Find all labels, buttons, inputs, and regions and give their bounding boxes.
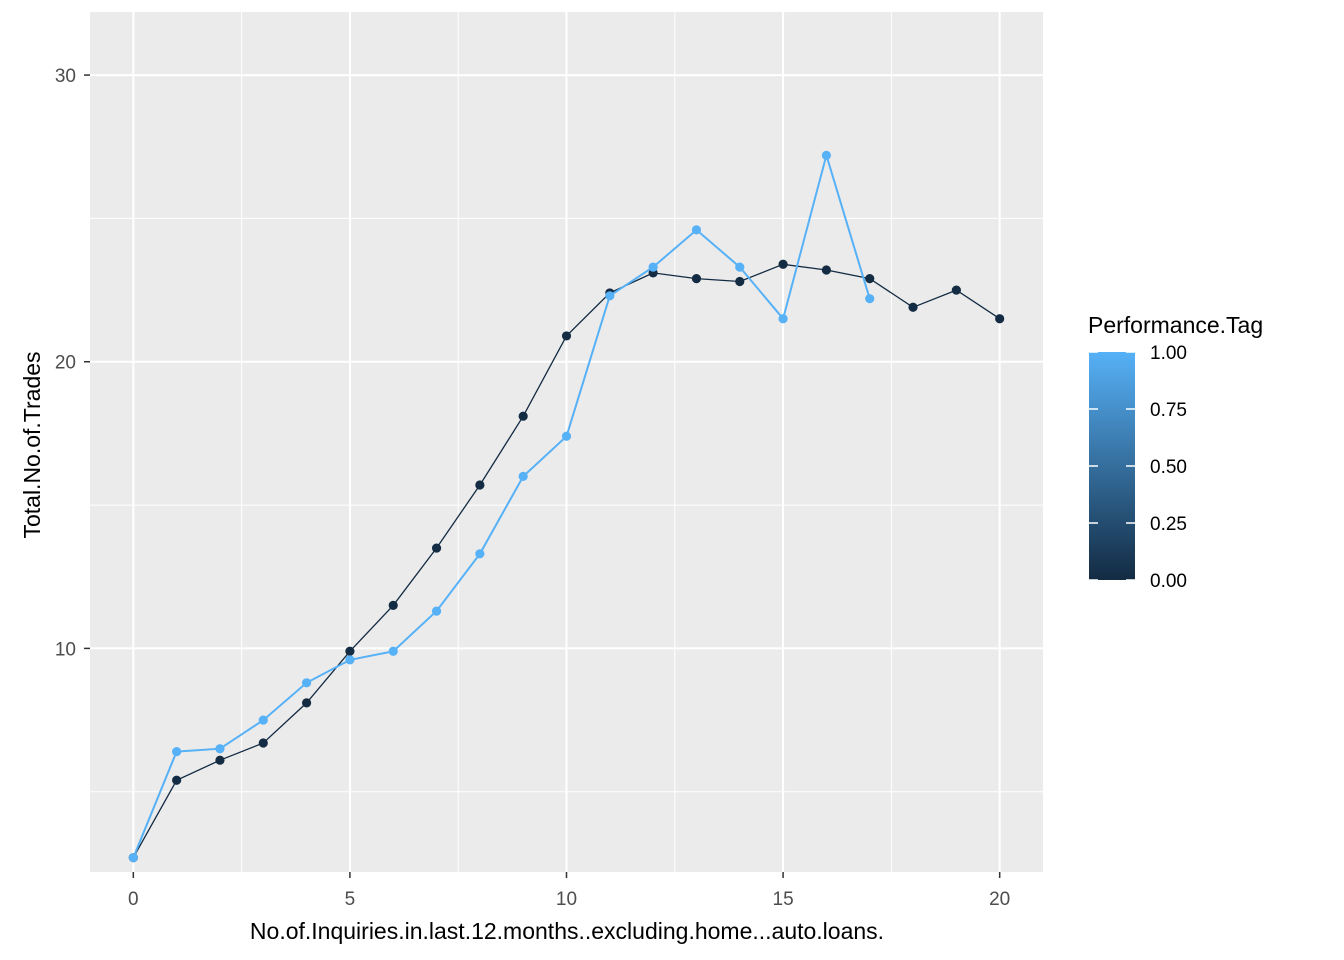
- data-point: [388, 646, 398, 656]
- data-point: [345, 646, 355, 656]
- data-point: [735, 262, 745, 272]
- data-point: [431, 606, 442, 616]
- data-point: [301, 678, 312, 688]
- data-point: [431, 543, 442, 553]
- x-tick-label: 10: [556, 889, 577, 910]
- data-point: [691, 274, 702, 284]
- y-tick-label: 20: [55, 353, 76, 374]
- axis-ticks: [84, 74, 1001, 878]
- data-point: [561, 431, 572, 441]
- legend-label: 0.50: [1150, 457, 1187, 478]
- data-point: [215, 755, 225, 765]
- y-tick-labels: 10 20 30: [55, 66, 76, 660]
- data-point: [518, 411, 528, 421]
- data-point: [172, 747, 182, 757]
- y-tick-label: 10: [55, 639, 76, 660]
- series-line: [132, 151, 871, 859]
- data-point: [345, 655, 355, 665]
- x-tick-label: 15: [773, 889, 794, 910]
- x-axis-title: No.of.Inquiries.in.last.12.months..exclu…: [250, 918, 884, 944]
- legend-title: Performance.Tag: [1088, 312, 1263, 338]
- legend-ticks: [1089, 351, 1135, 581]
- legend-label: 1.00: [1150, 343, 1187, 364]
- data-point: [778, 259, 788, 269]
- data-point: [518, 471, 528, 481]
- data-point: [172, 775, 182, 785]
- major-gridlines: [90, 12, 1043, 872]
- data-point: [865, 274, 875, 284]
- data-point: [605, 291, 615, 301]
- y-axis-title: Total.No.of.Trades: [19, 351, 45, 538]
- legend: Performance.Tag 1.00 0.75 0.50 0.25 0.00: [1088, 312, 1263, 592]
- data-point: [258, 738, 268, 748]
- data-point: [215, 744, 225, 754]
- data-point: [951, 285, 961, 295]
- legend-label: 0.00: [1150, 571, 1187, 592]
- data-point: [258, 715, 268, 725]
- data-point: [561, 331, 572, 341]
- data-point: [735, 276, 745, 287]
- x-tick-labels: 0 5 10 15 20: [128, 889, 1010, 910]
- data-point: [301, 698, 312, 708]
- data-point: [778, 314, 788, 324]
- data-point: [995, 314, 1005, 324]
- series-layer: [128, 150, 1005, 863]
- data-point: [475, 480, 485, 490]
- x-tick-label: 5: [345, 889, 356, 910]
- data-point: [388, 600, 398, 611]
- data-point: [691, 225, 702, 235]
- x-tick-label: 20: [989, 889, 1010, 910]
- data-point: [821, 265, 832, 275]
- data-point: [821, 150, 832, 160]
- data-point: [648, 262, 658, 272]
- legend-labels: 1.00 0.75 0.50 0.25 0.00: [1150, 343, 1187, 592]
- legend-label: 0.75: [1150, 400, 1187, 421]
- data-point: [128, 853, 138, 863]
- data-point: [908, 302, 918, 312]
- legend-label: 0.25: [1150, 514, 1187, 535]
- series-tag-1: [128, 150, 875, 863]
- x-tick-label: 0: [128, 889, 139, 910]
- data-point: [865, 294, 875, 304]
- data-point: [475, 549, 485, 559]
- y-tick-label: 30: [55, 66, 76, 87]
